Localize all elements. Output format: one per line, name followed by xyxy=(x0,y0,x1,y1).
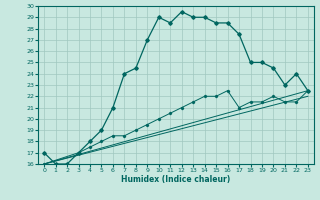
X-axis label: Humidex (Indice chaleur): Humidex (Indice chaleur) xyxy=(121,175,231,184)
